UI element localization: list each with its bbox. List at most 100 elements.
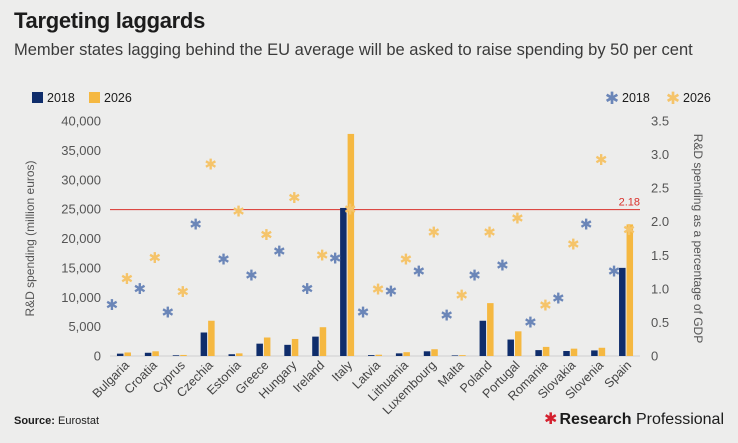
star-2026: ✱	[288, 190, 301, 207]
brand-star-icon: ✱	[544, 411, 558, 428]
bar-2018	[172, 355, 180, 356]
legend-label-2018: 2018	[47, 91, 75, 105]
star-2018: ✱	[580, 216, 593, 233]
bar-2026	[542, 346, 550, 356]
y-tick-left: 40,000	[61, 114, 101, 129]
bar-2018	[340, 207, 347, 356]
y-tick-left: 30,000	[61, 172, 101, 187]
star-2018: ✱	[106, 297, 119, 314]
bar-2026	[319, 327, 327, 356]
y-tick-right: 1.5	[651, 248, 669, 263]
bar-2026	[236, 353, 243, 356]
star-2018: ✱	[217, 251, 230, 268]
bar-2018	[479, 320, 487, 356]
star-2026: ✱	[623, 222, 636, 239]
star-2026: ✱	[511, 210, 524, 227]
star-2026: ✱	[455, 288, 468, 305]
bar-2018	[451, 355, 459, 356]
star-2018: ✱	[468, 267, 481, 284]
legend-star-label-2018: 2018	[622, 91, 650, 105]
bar-2026	[291, 338, 299, 356]
chart-title: Targeting laggards	[14, 8, 205, 33]
star-2026: ✱	[260, 227, 273, 244]
bar-2026	[626, 224, 634, 356]
bar-2018	[256, 343, 263, 356]
star-2018: ✱	[385, 284, 398, 301]
bar-2018	[619, 267, 626, 356]
bar-2018	[228, 354, 236, 356]
legend-star-label-2026: 2026	[683, 91, 711, 105]
x-tick-label: Ireland	[290, 358, 327, 395]
bar-2018	[563, 351, 570, 356]
star-2018: ✱	[301, 281, 314, 298]
bar-2018	[535, 350, 542, 356]
star-2018: ✱	[134, 281, 147, 298]
y-tick-right: 0.5	[651, 315, 669, 330]
bar-2026	[570, 348, 578, 356]
reference-label: 2.18	[619, 197, 640, 209]
bar-2018	[423, 351, 431, 356]
star-2026: ✱	[344, 202, 357, 219]
y-tick-right: 3.0	[651, 147, 669, 162]
star-2018: ✱	[440, 308, 453, 325]
bar-2026	[431, 349, 438, 356]
x-tick-label: Spain	[602, 358, 635, 391]
star-2018: ✱	[189, 216, 202, 233]
y-tick-right: 0	[651, 349, 658, 364]
star-2018: ✱	[357, 304, 370, 321]
y-tick-left: 5,000	[68, 319, 101, 334]
y-tick-right: 2.0	[651, 214, 669, 229]
y-tick-left: 10,000	[61, 290, 101, 305]
bar-2018	[591, 350, 598, 356]
bar-2026	[403, 352, 410, 356]
y-tick-left: 25,000	[61, 202, 101, 217]
bar-2018	[368, 355, 375, 356]
bar-2026	[375, 354, 382, 356]
star-2026: ✱	[483, 224, 496, 241]
legend-label-2026: 2026	[104, 91, 132, 105]
legend-star-2018-icon: ✱	[605, 89, 619, 108]
star-2018: ✱	[413, 263, 426, 280]
bar-2026	[347, 133, 355, 356]
source-note: Source: Eurostat	[14, 415, 99, 427]
y-tick-right: 1.0	[651, 281, 669, 296]
chart-subtitle: Member states lagging behind the EU aver…	[14, 41, 693, 59]
y-tick-right: 3.5	[651, 114, 669, 129]
star-2026: ✱	[232, 204, 245, 221]
bar-2018	[144, 352, 152, 356]
bar-2018	[284, 344, 291, 356]
bar-2018	[395, 353, 403, 356]
y-axis-title-right: R&D spending as a percentage of GDP	[691, 134, 705, 343]
star-2026: ✱	[149, 250, 162, 267]
bar-2026	[208, 320, 215, 356]
star-2018: ✱	[161, 304, 174, 321]
bar-2018	[200, 332, 208, 356]
bar-2026	[263, 337, 271, 356]
y-tick-left: 15,000	[61, 260, 101, 275]
y-tick-left: 20,000	[61, 231, 101, 246]
star-2026: ✱	[428, 224, 441, 241]
brand-professional: Professional	[635, 411, 724, 428]
star-2018: ✱	[608, 263, 621, 280]
star-2026: ✱	[176, 284, 189, 301]
x-tick-label: Bulgaria	[90, 358, 132, 400]
source-value: Eurostat	[58, 415, 99, 427]
legend-swatch-2018	[32, 92, 43, 103]
brand-logo: ✱ Research Professional	[544, 409, 724, 429]
star-2018: ✱	[524, 314, 537, 331]
bar-2026	[124, 352, 131, 356]
y-axis-title-left: R&D spending (million euros)	[23, 160, 37, 316]
y-tick-right: 2.5	[651, 181, 669, 196]
bar-2018	[312, 336, 319, 356]
star-2018: ✱	[496, 257, 509, 274]
star-2026: ✱	[372, 282, 385, 299]
star-2026: ✱	[204, 157, 217, 174]
star-2018: ✱	[329, 251, 342, 268]
bar-2026	[459, 355, 466, 356]
bar-2026	[180, 354, 187, 356]
bar-2026	[487, 303, 494, 356]
star-2026: ✱	[121, 271, 134, 288]
star-2026: ✱	[595, 152, 608, 169]
star-2026: ✱	[539, 298, 552, 315]
